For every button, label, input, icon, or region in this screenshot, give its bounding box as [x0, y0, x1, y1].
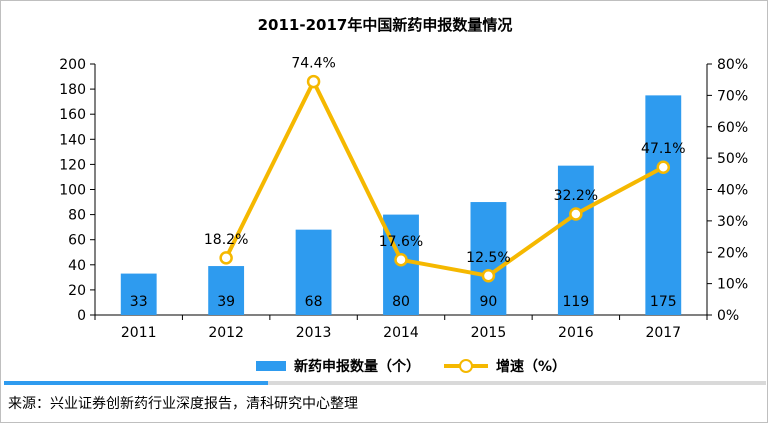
- growth-point: [306, 74, 321, 89]
- y-right-tick-label: 80%: [717, 57, 748, 73]
- y-left-tick-label: 180: [59, 82, 86, 98]
- legend-item-bar[interactable]: 新药申报数量（个）: [256, 356, 420, 376]
- bar: [470, 202, 507, 315]
- y-right-tick-label: 60%: [717, 120, 748, 136]
- bar-value-label: 80: [392, 294, 410, 310]
- x-tick-label: 2011: [121, 325, 157, 341]
- y-right-tick-label: 10%: [717, 277, 748, 293]
- x-tick-label: 2016: [558, 325, 594, 341]
- bar-value-label: 39: [217, 294, 235, 310]
- y-left-tick-label: 20: [68, 283, 86, 299]
- y-left-tick-label: 140: [59, 132, 86, 148]
- y-left-tick-label: 80: [68, 208, 86, 224]
- legend-bar-swatch: [256, 361, 286, 371]
- bar-value-label: 68: [305, 294, 323, 310]
- y-right-tick-label: 0%: [717, 308, 739, 324]
- x-tick-label: 2017: [645, 325, 681, 341]
- growth-value-label: 74.4%: [291, 56, 335, 72]
- growth-value-label: 17.6%: [379, 234, 423, 250]
- growth-point: [656, 160, 671, 174]
- y-left-tick-label: 60: [68, 233, 86, 249]
- bar-value-label: 119: [562, 294, 589, 310]
- bar-value-label: 175: [650, 294, 677, 310]
- bar-value-label: 33: [130, 294, 148, 310]
- bar-value-label: 90: [480, 294, 498, 310]
- growth-point: [394, 253, 408, 267]
- y-right-tick-label: 70%: [717, 88, 748, 104]
- growth-value-label: 32.2%: [554, 188, 598, 204]
- y-right-tick-label: 40%: [717, 183, 748, 199]
- growth-line: [224, 79, 665, 278]
- growth-value-label: 18.2%: [204, 232, 248, 248]
- growth-value-label: 47.1%: [641, 141, 685, 157]
- y-right-tick-label: 20%: [717, 245, 748, 261]
- bar: [295, 229, 332, 315]
- legend-item-line[interactable]: 增速（%）: [444, 356, 566, 376]
- y-right-tick-label: 50%: [717, 151, 748, 167]
- chart-legend: 新药申报数量（个） 增速（%）: [0, 356, 770, 378]
- x-tick-label: 2014: [383, 325, 419, 341]
- growth-point: [481, 269, 496, 283]
- chart-title: 2011-2017年中国新药申报数量情况: [257, 16, 513, 34]
- legend-bar-label: 新药申报数量（个）: [294, 359, 420, 375]
- y-left-tick-label: 0: [77, 308, 86, 324]
- y-right-tick-label: 30%: [717, 214, 748, 230]
- bar: [645, 95, 682, 315]
- growth-point: [219, 251, 233, 265]
- growth-value-label: 12.5%: [466, 250, 510, 266]
- y-left-tick-label: 160: [59, 107, 86, 123]
- y-left-tick-label: 120: [59, 157, 86, 173]
- source-note: 来源：兴业证券创新药行业深度报告，清科研究中心整理: [8, 396, 358, 412]
- bar: [120, 273, 157, 315]
- y-left-tick-label: 200: [59, 57, 86, 73]
- x-tick-label: 2013: [296, 325, 332, 341]
- chart-plot: 0 20 40 60 80 100 120 140 160 180 200 0% 10% 20% 30% 40…: [59, 56, 748, 341]
- y-left-tick-label: 100: [59, 183, 86, 199]
- y-left-tick-label: 40: [68, 258, 86, 274]
- bar: [208, 266, 245, 315]
- divider-accent: [4, 381, 268, 385]
- x-tick-label: 2015: [471, 325, 507, 341]
- legend-line-swatch: [444, 359, 488, 373]
- divider-strip: [4, 381, 766, 385]
- bar: [557, 165, 594, 315]
- legend-line-label: 增速（%）: [496, 359, 567, 375]
- growth-point: [569, 207, 583, 221]
- x-tick-label: 2012: [208, 325, 244, 341]
